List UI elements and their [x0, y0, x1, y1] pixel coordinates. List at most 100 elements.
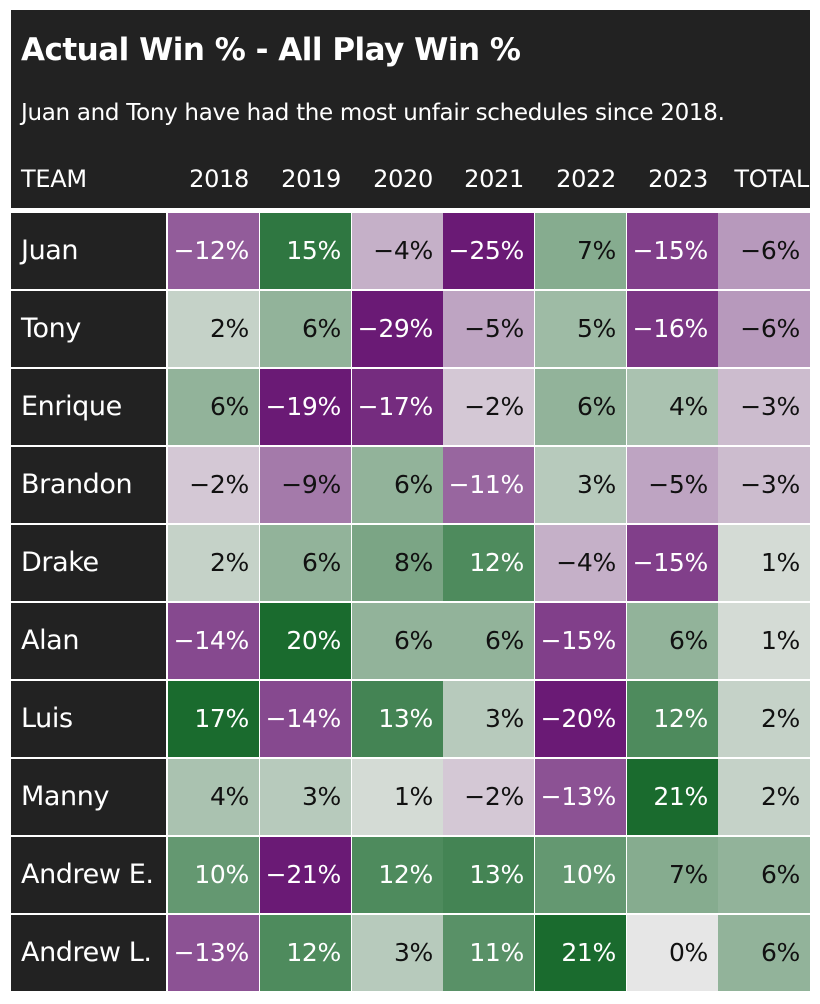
table-row: Alan −14% 20% 6% 6% −15% 6% 1%: [11, 603, 810, 679]
heatmap-cell-2018: −14%: [168, 603, 259, 679]
heatmap-cell-2020: 3%: [352, 915, 443, 991]
heatmap-cell-2019: 20%: [260, 603, 351, 679]
heatmap-cell-total: 1%: [718, 603, 810, 679]
team-name-cell: Luis: [11, 681, 166, 757]
heatmap-cell-2022: 6%: [535, 369, 626, 445]
heatmap-cell-2022: 5%: [535, 291, 626, 367]
heatmap-cell-2023: −5%: [627, 447, 718, 523]
heatmap-cell-2023: −16%: [627, 291, 718, 367]
heatmap-cell-2018: 2%: [168, 525, 259, 601]
table-row: Tony 2% 6% −29% −5% 5% −16% −6%: [11, 291, 810, 367]
heatmap-cell-2021: 13%: [443, 837, 534, 913]
chart-subtitle: Juan and Tony have had the most unfair s…: [21, 100, 725, 126]
heatmap-cell-2019: −14%: [260, 681, 351, 757]
table-row: Brandon −2% −9% 6% −11% 3% −5% −3%: [11, 447, 810, 523]
column-header-2020: 2020: [373, 165, 433, 193]
heatmap-cell-total: 2%: [718, 681, 810, 757]
heatmap-cell-2022: −4%: [535, 525, 626, 601]
team-name-cell: Tony: [11, 291, 166, 367]
heatmap-cell-2019: 12%: [260, 915, 351, 991]
heatmap-cell-2021: 6%: [443, 603, 534, 679]
chart-title: Actual Win % - All Play Win %: [21, 32, 521, 68]
heatmap-cell-2018: 6%: [168, 369, 259, 445]
heatmap-cell-2021: −11%: [443, 447, 534, 523]
table-row: Manny 4% 3% 1% −2% −13% 21% 2%: [11, 759, 810, 835]
heatmap-cell-2018: −2%: [168, 447, 259, 523]
heatmap-cell-2022: 10%: [535, 837, 626, 913]
heatmap-cell-2019: 15%: [260, 213, 351, 289]
heatmap-cell-2019: 3%: [260, 759, 351, 835]
column-header-2021: 2021: [464, 165, 524, 193]
heatmap-cell-2018: 2%: [168, 291, 259, 367]
team-name-cell: Enrique: [11, 369, 166, 445]
heatmap-cell-2018: −13%: [168, 915, 259, 991]
heatmap-cell-2021: 12%: [443, 525, 534, 601]
heatmap-cell-2020: 12%: [352, 837, 443, 913]
heatmap-cell-2022: −13%: [535, 759, 626, 835]
heatmap-cell-2020: 8%: [352, 525, 443, 601]
column-header-2018: 2018: [189, 165, 249, 193]
heatmap-cell-2021: 11%: [443, 915, 534, 991]
team-name-cell: Alan: [11, 603, 166, 679]
heatmap-cell-2018: 17%: [168, 681, 259, 757]
heatmap-cell-2018: 4%: [168, 759, 259, 835]
heatmap-cell-total: 6%: [718, 837, 810, 913]
heatmap-cell-2020: 13%: [352, 681, 443, 757]
heatmap-cell-2023: −15%: [627, 525, 718, 601]
heatmap-cell-2022: 3%: [535, 447, 626, 523]
heatmap-cell-2023: 6%: [627, 603, 718, 679]
heatmap-cell-total: −6%: [718, 213, 810, 289]
heatmap-cell-total: −3%: [718, 369, 810, 445]
heatmap-cell-2020: 6%: [352, 447, 443, 523]
heatmap-cell-2023: 4%: [627, 369, 718, 445]
heatmap-cell-2022: 21%: [535, 915, 626, 991]
heatmap-cell-total: 2%: [718, 759, 810, 835]
table-row: Enrique 6% −19% −17% −2% 6% 4% −3%: [11, 369, 810, 445]
team-name-cell: Juan: [11, 213, 166, 289]
heatmap-cell-2023: 7%: [627, 837, 718, 913]
heatmap-cell-total: −3%: [718, 447, 810, 523]
heatmap-cell-2020: −4%: [352, 213, 443, 289]
heatmap-cell-2021: 3%: [443, 681, 534, 757]
heatmap-cell-2022: −15%: [535, 603, 626, 679]
heatmap-cell-2019: 6%: [260, 525, 351, 601]
heatmap-cell-2023: 0%: [627, 915, 718, 991]
heatmap-cell-2019: −21%: [260, 837, 351, 913]
table-header: Actual Win % - All Play Win % Juan and T…: [11, 10, 810, 208]
table-row: Drake 2% 6% 8% 12% −4% −15% 1%: [11, 525, 810, 601]
table-row: Juan −12% 15% −4% −25% 7% −15% −6%: [11, 213, 810, 289]
heatmap-cell-2021: −2%: [443, 369, 534, 445]
heatmap-cell-2020: 1%: [352, 759, 443, 835]
heatmap-cell-2020: −17%: [352, 369, 443, 445]
heatmap-cell-total: 1%: [718, 525, 810, 601]
heatmap-cell-2019: −9%: [260, 447, 351, 523]
heatmap-cell-total: −6%: [718, 291, 810, 367]
heatmap-cell-2018: 10%: [168, 837, 259, 913]
heatmap-cell-2021: −2%: [443, 759, 534, 835]
column-header-2023: 2023: [648, 165, 708, 193]
heatmap-cell-total: 6%: [718, 915, 810, 991]
heatmap-cell-2019: −19%: [260, 369, 351, 445]
heatmap-cell-2023: 21%: [627, 759, 718, 835]
heatmap-cell-2022: 7%: [535, 213, 626, 289]
heatmap-cell-2020: 6%: [352, 603, 443, 679]
heatmap-cell-2018: −12%: [168, 213, 259, 289]
heatmap-cell-2022: −20%: [535, 681, 626, 757]
heatmap-cell-2023: 12%: [627, 681, 718, 757]
column-header-team: TEAM: [21, 165, 87, 193]
team-name-cell: Andrew L.: [11, 915, 166, 991]
heatmap-cell-2020: −29%: [352, 291, 443, 367]
heatmap-cell-2019: 6%: [260, 291, 351, 367]
table-row: Luis 17% −14% 13% 3% −20% 12% 2%: [11, 681, 810, 757]
table-panel: Actual Win % - All Play Win % Juan and T…: [11, 10, 810, 996]
table-row: Andrew L. −13% 12% 3% 11% 21% 0% 6%: [11, 915, 810, 991]
table-row: Andrew E. 10% −21% 12% 13% 10% 7% 6%: [11, 837, 810, 913]
heatmap-cell-2021: −25%: [443, 213, 534, 289]
heatmap-cell-2023: −15%: [627, 213, 718, 289]
team-name-cell: Brandon: [11, 447, 166, 523]
column-header-2019: 2019: [281, 165, 341, 193]
team-name-cell: Manny: [11, 759, 166, 835]
column-header-total: TOTAL: [734, 165, 809, 193]
team-name-cell: Drake: [11, 525, 166, 601]
heatmap-cell-2021: −5%: [443, 291, 534, 367]
